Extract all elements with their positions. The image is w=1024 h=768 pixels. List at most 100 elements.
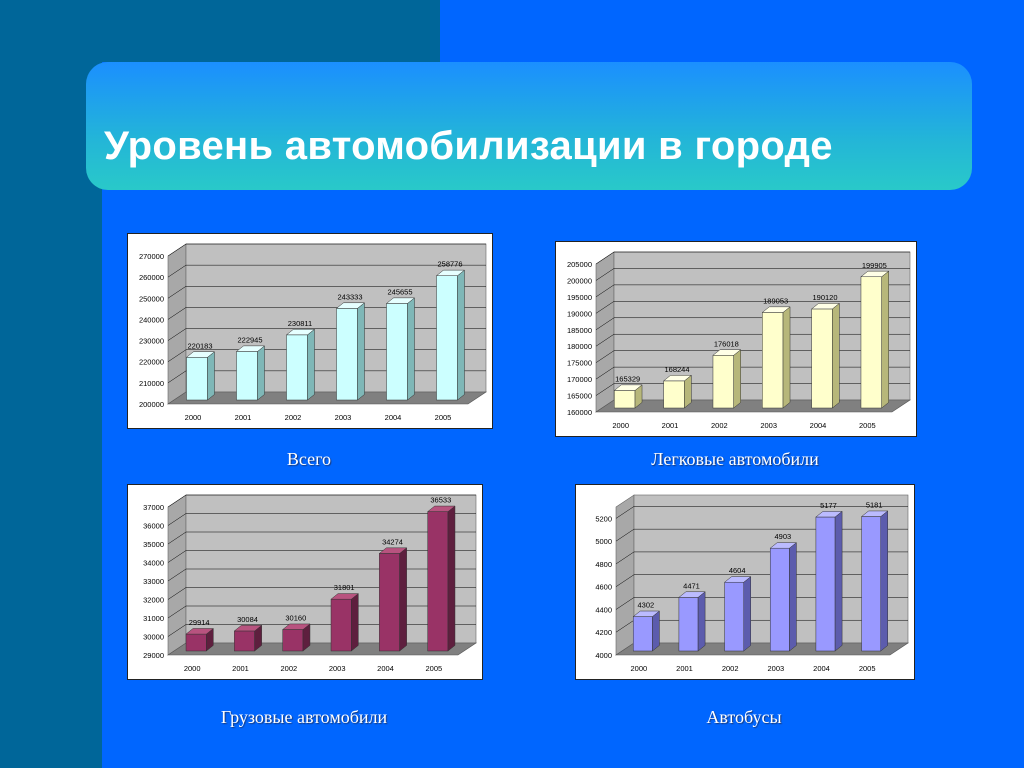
gridline	[595, 317, 910, 330]
gridline	[167, 494, 476, 508]
bar-side	[257, 345, 265, 401]
bar-front	[436, 275, 458, 401]
chart-svg: 200000 210000 220000 230000 240000 250000 2600…	[139, 243, 487, 422]
y-tick-label: 36000	[143, 522, 164, 531]
x-tick-label: 2005	[859, 421, 876, 430]
bar	[815, 510, 843, 652]
bar-top	[712, 349, 742, 356]
chart-buses: 4000 4200 4400 4600 4800 5000 5200 4302 2000 4471…	[575, 484, 915, 680]
bar-side	[307, 328, 315, 401]
x-tick-label: 2004	[813, 664, 830, 673]
x-tick-label: 2002	[280, 664, 297, 673]
gridline	[167, 349, 486, 362]
bar-front	[236, 351, 258, 401]
side-wall	[615, 494, 635, 656]
x-tick-label: 2000	[630, 664, 647, 673]
caption-total: Всего	[286, 449, 332, 469]
bar	[761, 306, 791, 409]
y-tick-label: 33000	[143, 577, 164, 586]
bar-front	[712, 355, 734, 409]
bar	[233, 624, 263, 652]
gridline	[167, 307, 486, 320]
y-tick-label: 29000	[143, 651, 164, 660]
bar	[613, 384, 643, 409]
bar-top	[860, 510, 889, 517]
back-wall	[613, 251, 911, 401]
bar-top	[281, 623, 311, 630]
bar-side	[357, 302, 365, 401]
bar-front	[282, 629, 304, 652]
bar-value-label: 243333	[337, 292, 362, 301]
chart-trucks: 29000 30000 31000 32000 33000 34000 35000 36000…	[127, 484, 483, 680]
bar-front	[678, 597, 699, 652]
y-tick-label: 160000	[567, 408, 592, 417]
x-tick-label: 2004	[810, 421, 827, 430]
x-tick-label: 2003	[335, 413, 352, 422]
bar	[330, 593, 360, 652]
bar-side	[457, 269, 465, 401]
y-tick-label: 230000	[139, 337, 164, 346]
bar	[235, 345, 266, 401]
x-tick-label: 2004	[385, 413, 402, 422]
bar-front	[186, 357, 208, 401]
y-tick-label: 270000	[139, 252, 164, 261]
bar	[810, 302, 841, 409]
gridline	[167, 328, 486, 341]
bar-side	[832, 302, 840, 409]
y-tick-label: 180000	[567, 342, 592, 351]
bar	[281, 623, 311, 652]
y-tick-label: 4400	[595, 605, 612, 614]
x-tick-label: 2002	[711, 421, 728, 430]
bar-value-label: 165329	[615, 374, 640, 383]
x-tick-label: 2003	[329, 664, 346, 673]
x-tick-label: 2005	[425, 664, 442, 673]
bar-front	[724, 581, 745, 652]
y-tick-label: 240000	[139, 315, 164, 324]
gridline	[167, 264, 486, 278]
gridline	[167, 513, 476, 526]
y-tick-label: 260000	[139, 273, 164, 282]
gridline	[615, 506, 908, 519]
bar-front	[860, 276, 882, 409]
bar-side	[733, 349, 741, 409]
back-wall	[185, 243, 487, 393]
title-banner: Уровень автомобилизации в городе	[86, 62, 972, 190]
bar-front	[663, 380, 685, 409]
bar-front	[379, 553, 400, 652]
bar-top	[810, 303, 841, 310]
bar-front	[815, 516, 836, 652]
x-tick-label: 2000	[612, 421, 629, 430]
side-wall	[595, 251, 615, 413]
bar-side	[399, 547, 407, 652]
bar-top	[185, 351, 216, 358]
bar-value-label: 4604	[729, 566, 746, 575]
x-tick-label: 2004	[377, 664, 394, 673]
bar-front	[614, 390, 636, 409]
bar-value-label: 199905	[862, 261, 887, 270]
bar	[860, 510, 889, 652]
bar-top	[285, 329, 316, 336]
x-tick-label: 2002	[722, 664, 739, 673]
bar-side	[407, 297, 415, 401]
bar	[860, 270, 890, 409]
bar-top	[378, 547, 408, 554]
x-tick-label: 2000	[184, 664, 201, 673]
chart-svg: 29000 30000 31000 32000 33000 34000 35000 36000…	[143, 494, 477, 673]
left-dark-band	[0, 0, 102, 768]
bar-value-label: 5181	[866, 501, 883, 510]
bar-side	[782, 306, 791, 409]
bar-value-label: 36533	[430, 496, 451, 505]
bar-side	[207, 351, 215, 401]
y-tick-label: 170000	[567, 375, 592, 384]
gridline	[167, 531, 476, 545]
gridline	[595, 284, 910, 298]
chart-total: 200000 210000 220000 230000 240000 250000 2600…	[127, 233, 493, 429]
y-tick-label: 5000	[595, 537, 612, 546]
bar-top	[860, 270, 890, 278]
x-tick-label: 2001	[676, 664, 693, 673]
bar	[678, 591, 706, 652]
bar-top	[815, 511, 843, 518]
slide-title: Уровень автомобилизации в городе	[104, 124, 833, 168]
x-tick-label: 2001	[232, 664, 249, 673]
gridline	[167, 550, 476, 563]
